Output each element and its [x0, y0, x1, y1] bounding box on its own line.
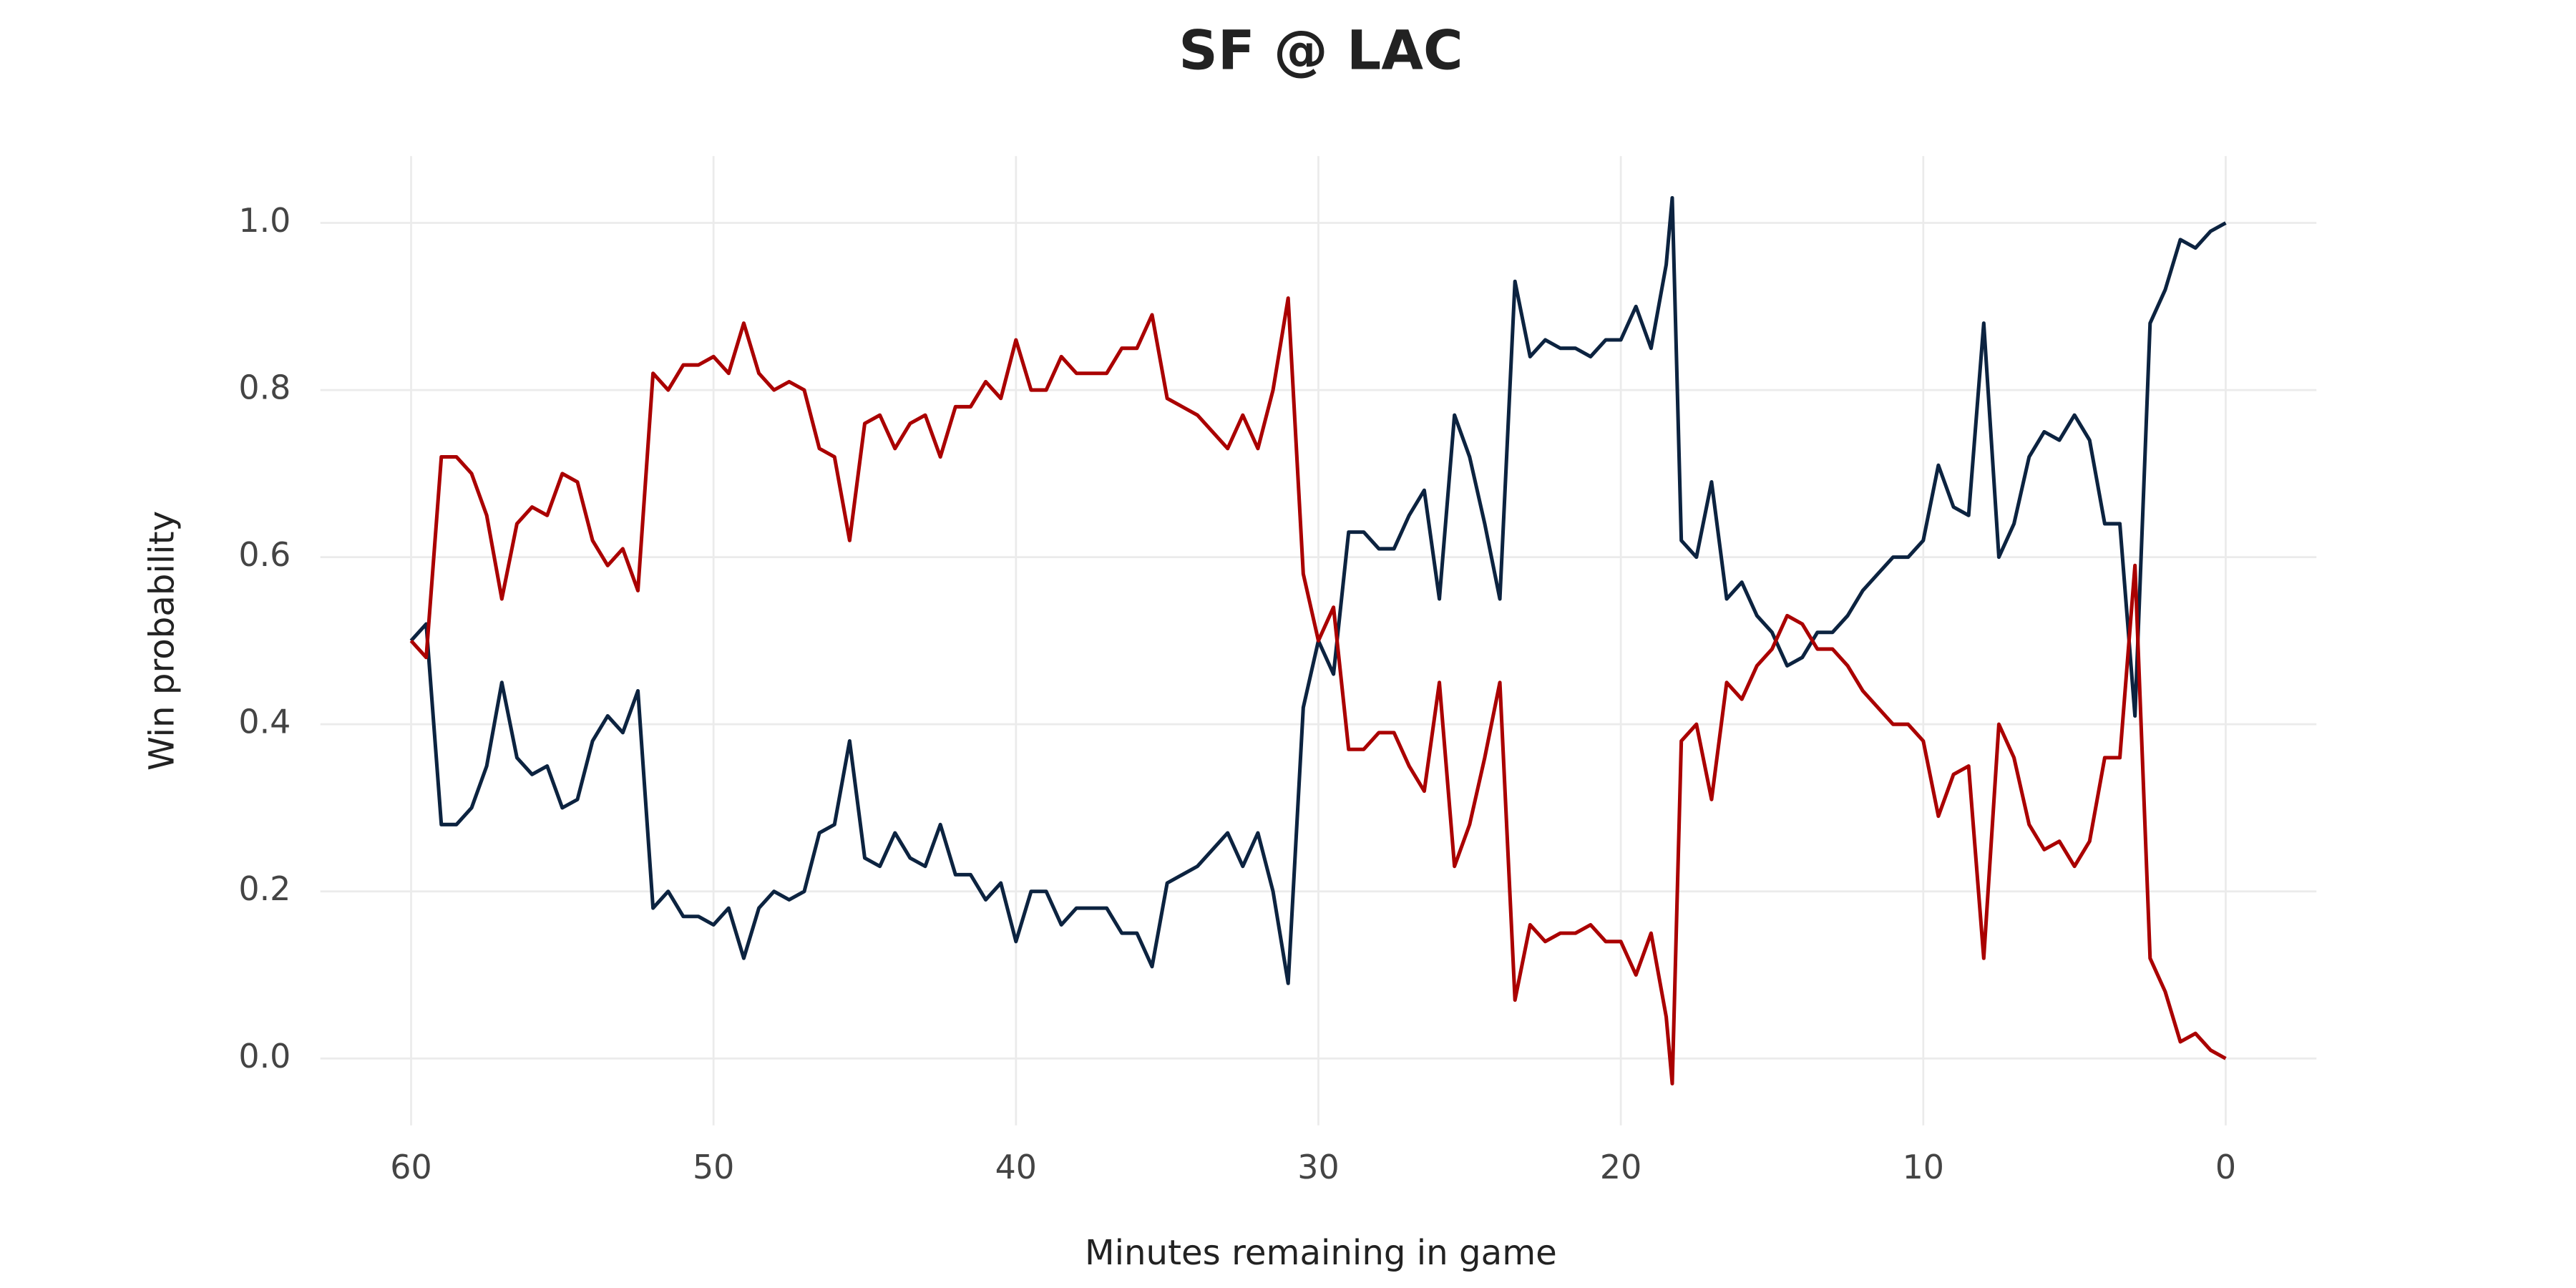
x-tick-label: 50	[693, 1148, 734, 1186]
y-tick-label: 0.0	[238, 1037, 291, 1075]
x-tick-label: 60	[390, 1148, 431, 1186]
y-tick-label: 0.2	[238, 869, 291, 908]
y-tick-label: 0.4	[238, 703, 291, 741]
series-line	[409, 296, 2227, 1085]
y-axis-label: Win probability	[142, 511, 182, 771]
series-line	[409, 195, 2227, 985]
x-tick-label: 10	[1903, 1148, 1944, 1186]
chart-title: SF @ LAC	[1179, 19, 1463, 82]
x-axis-label: Minutes remaining in game	[1085, 1233, 1557, 1273]
x-tick-label: 0	[2215, 1148, 2236, 1186]
y-tick-label: 1.0	[238, 201, 291, 240]
x-tick-label: 20	[1600, 1148, 1641, 1186]
x-tick-label: 30	[1297, 1148, 1339, 1186]
x-tick-label: 40	[995, 1148, 1037, 1186]
y-tick-label: 0.6	[238, 535, 291, 574]
y-tick-label: 0.8	[238, 369, 291, 407]
